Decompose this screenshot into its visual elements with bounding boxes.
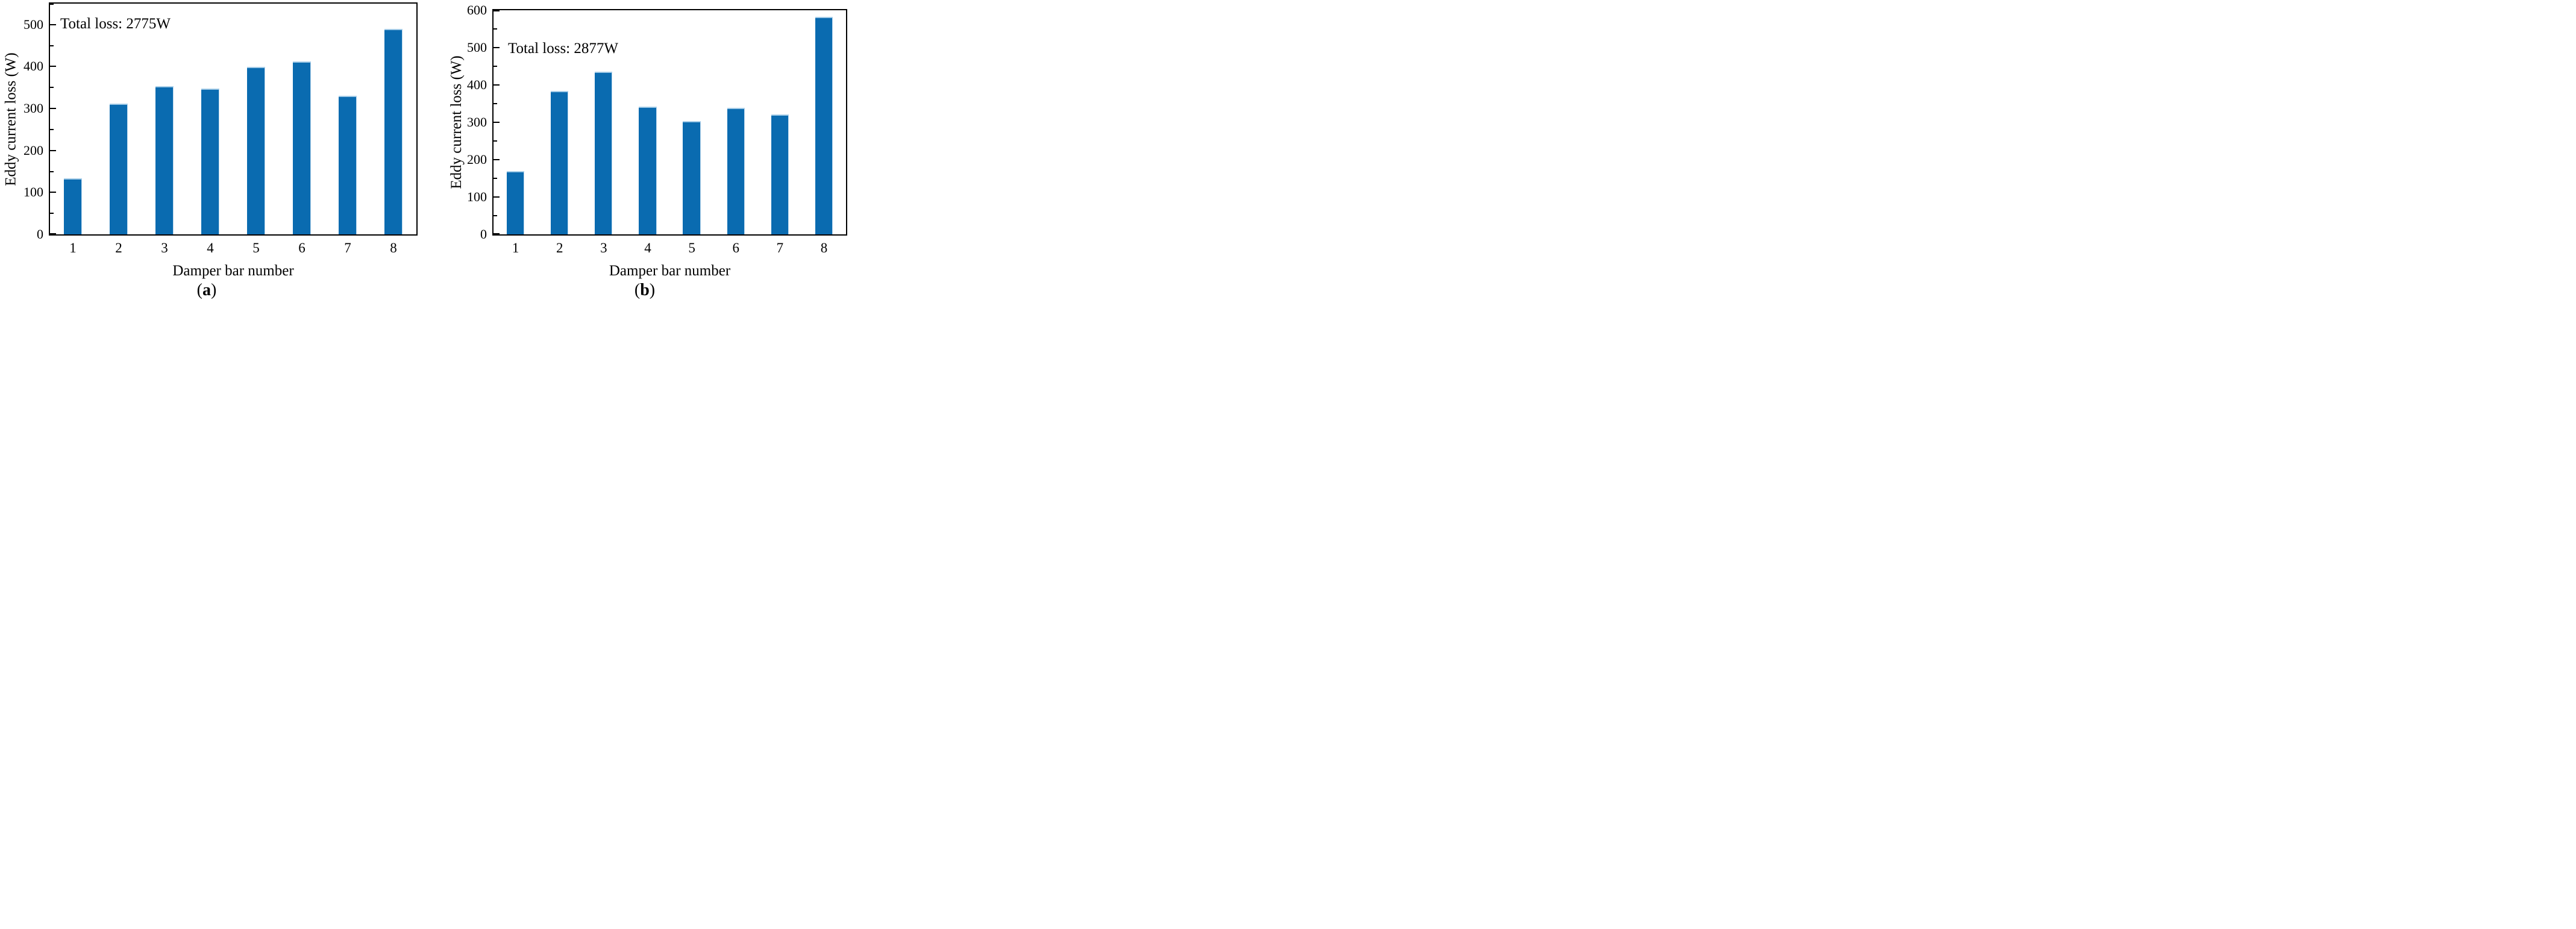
bar-b-7 — [771, 114, 789, 234]
plot-area-b: Total loss: 2877W — [492, 9, 847, 236]
y-minor-tick-b-250 — [494, 140, 497, 142]
y-minor-tick-a-350 — [50, 87, 54, 89]
y-tick-label-a-500: 500 — [24, 16, 43, 32]
y-minor-tick-b-550 — [494, 28, 497, 30]
y-major-tick-b-200 — [494, 159, 500, 160]
caption-a-close-paren: ) — [211, 281, 217, 299]
y-major-tick-b-300 — [494, 122, 500, 123]
bar-b-5 — [683, 120, 701, 234]
bar-b-1 — [506, 170, 525, 234]
y-tick-label-b-0: 0 — [480, 227, 487, 242]
y-major-tick-b-100 — [494, 196, 500, 198]
y-axis-label-a: Eddy current loss (W) — [2, 52, 19, 186]
bar-a-1 — [63, 178, 83, 234]
x-tick-label-a-5: 5 — [252, 240, 260, 255]
y-minor-tick-a-550 — [50, 4, 54, 5]
y-tick-label-b-400: 400 — [467, 77, 487, 92]
bar-a-2 — [109, 104, 128, 234]
x-tick-label-b-3: 3 — [600, 240, 607, 255]
x-tick-label-b-2: 2 — [556, 240, 563, 255]
y-tick-label-b-200: 200 — [467, 152, 487, 167]
caption-b: (b) — [609, 281, 681, 300]
y-tick-label-a-0: 0 — [37, 227, 43, 242]
caption-a-letter: a — [202, 281, 211, 299]
bar-a-3 — [155, 86, 174, 234]
y-major-tick-b-400 — [494, 84, 500, 86]
bar-b-8 — [815, 17, 833, 234]
figure-two-bar-charts: Eddy current loss (W) Total loss: 2775W … — [0, 0, 859, 310]
x-tick-label-a-7: 7 — [344, 240, 351, 255]
y-major-tick-a-0 — [50, 233, 56, 234]
x-axis-label-b: Damper bar number — [609, 263, 731, 279]
x-tick-label-b-1: 1 — [512, 240, 519, 255]
y-major-tick-a-200 — [50, 149, 56, 151]
x-tick-label-a-3: 3 — [161, 240, 168, 255]
x-tick-label-a-4: 4 — [207, 240, 214, 255]
x-tick-label-b-6: 6 — [732, 240, 739, 255]
x-tick-label-b-8: 8 — [820, 240, 828, 255]
x-tick-label-a-1: 1 — [69, 240, 77, 255]
y-minor-tick-a-450 — [50, 45, 54, 46]
y-major-tick-b-500 — [494, 47, 500, 48]
plot-area-a: Total loss: 2775W — [49, 2, 418, 236]
bar-b-3 — [595, 72, 613, 234]
y-minor-tick-b-350 — [494, 103, 497, 104]
caption-b-close-paren: ) — [649, 281, 656, 299]
bar-a-8 — [384, 28, 403, 234]
y-minor-tick-a-150 — [50, 170, 54, 172]
bar-a-7 — [338, 96, 357, 234]
caption-a: (a) — [171, 281, 243, 300]
x-tick-label-a-8: 8 — [390, 240, 397, 255]
x-tick-label-b-4: 4 — [644, 240, 651, 255]
y-major-tick-a-100 — [50, 192, 56, 193]
bar-b-2 — [551, 90, 569, 234]
x-tick-label-b-7: 7 — [776, 240, 784, 255]
caption-b-letter: b — [640, 281, 650, 299]
total-loss-annotation-a: Total loss: 2775W — [60, 16, 171, 32]
y-tick-label-b-300: 300 — [467, 114, 487, 130]
y-minor-tick-a-250 — [50, 128, 54, 130]
y-major-tick-a-300 — [50, 108, 56, 110]
y-major-tick-b-600 — [494, 10, 500, 11]
caption-a-open-paren: ( — [196, 281, 202, 299]
y-major-tick-a-500 — [50, 23, 56, 25]
y-tick-label-a-300: 300 — [24, 101, 43, 116]
y-minor-tick-b-450 — [494, 66, 497, 67]
y-tick-label-b-500: 500 — [467, 40, 487, 55]
x-tick-label-b-5: 5 — [688, 240, 695, 255]
total-loss-annotation-b: Total loss: 2877W — [508, 40, 618, 57]
x-tick-label-a-2: 2 — [115, 240, 122, 255]
y-tick-label-a-200: 200 — [24, 142, 43, 158]
y-minor-tick-b-150 — [494, 178, 497, 179]
x-axis-label-a: Damper bar number — [172, 263, 294, 279]
y-tick-label-a-400: 400 — [24, 58, 43, 74]
x-tick-label-a-6: 6 — [298, 240, 306, 255]
caption-b-open-paren: ( — [634, 281, 641, 299]
bar-a-5 — [246, 67, 266, 234]
bar-a-4 — [201, 89, 220, 234]
bar-a-6 — [292, 61, 312, 234]
y-minor-tick-b-50 — [494, 215, 497, 216]
y-tick-label-a-100: 100 — [24, 184, 43, 200]
y-major-tick-b-0 — [494, 233, 500, 234]
y-major-tick-a-400 — [50, 66, 56, 67]
y-tick-label-b-100: 100 — [467, 189, 487, 204]
y-tick-label-b-600: 600 — [467, 2, 487, 17]
y-minor-tick-a-50 — [50, 213, 54, 214]
bar-b-4 — [639, 106, 657, 234]
bar-b-6 — [727, 107, 745, 234]
